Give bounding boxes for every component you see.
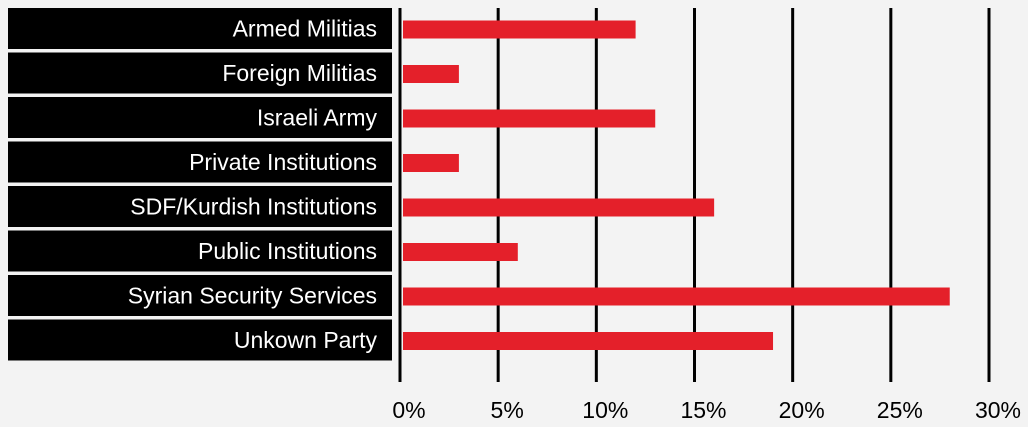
bar-sdf-kurdish-institutions <box>403 198 715 217</box>
bars <box>403 20 950 350</box>
label-box-foreign-militias <box>8 52 392 94</box>
tick-label-30: 30% <box>975 397 1021 423</box>
gridlines <box>398 8 991 382</box>
bar-public-institutions <box>403 243 518 261</box>
tick-label-5: 5% <box>491 397 524 423</box>
label-box-public-institutions <box>8 230 392 272</box>
bar-private-institutions <box>403 154 459 172</box>
category-label-armed-militias: Armed Militias <box>233 16 377 42</box>
category-label-private-institutions: Private Institutions <box>189 149 377 175</box>
label-box-unkown-party <box>8 319 392 361</box>
bar-syrian-security-services <box>403 287 950 306</box>
category-label-israeli-army: Israeli Army <box>257 105 378 131</box>
category-label-syrian-security-services: Syrian Security Services <box>128 283 377 309</box>
label-box-syrian-security-services <box>8 275 392 316</box>
tick-label-15: 15% <box>680 397 726 423</box>
label-box-private-institutions <box>8 141 392 183</box>
category-label-unkown-party: Unkown Party <box>234 327 378 353</box>
tick-label-10: 10% <box>582 397 628 423</box>
tick-label-20: 20% <box>779 397 825 423</box>
bar-unkown-party <box>403 332 774 350</box>
bar-israeli-army <box>403 109 656 128</box>
category-label-sdf-kurdish-institutions: SDF/Kurdish Institutions <box>130 194 377 220</box>
category-label-foreign-militias: Foreign Militias <box>222 60 377 86</box>
tick-label-25: 25% <box>877 397 923 423</box>
category-label-public-institutions: Public Institutions <box>198 238 377 264</box>
label-box-armed-militias <box>8 8 392 49</box>
bar-foreign-militias <box>403 65 459 83</box>
label-box-sdf-kurdish-institutions <box>8 186 392 227</box>
bar-armed-militias <box>403 20 636 39</box>
tick-label-0: 0% <box>392 397 425 423</box>
category-labels: Armed Militias Foreign Militias Israeli Ar… <box>8 8 392 361</box>
x-axis-ticks: 0% 5% 10% 15% 20% 25% 30% <box>392 397 1021 423</box>
label-box-israeli-army <box>8 97 392 138</box>
